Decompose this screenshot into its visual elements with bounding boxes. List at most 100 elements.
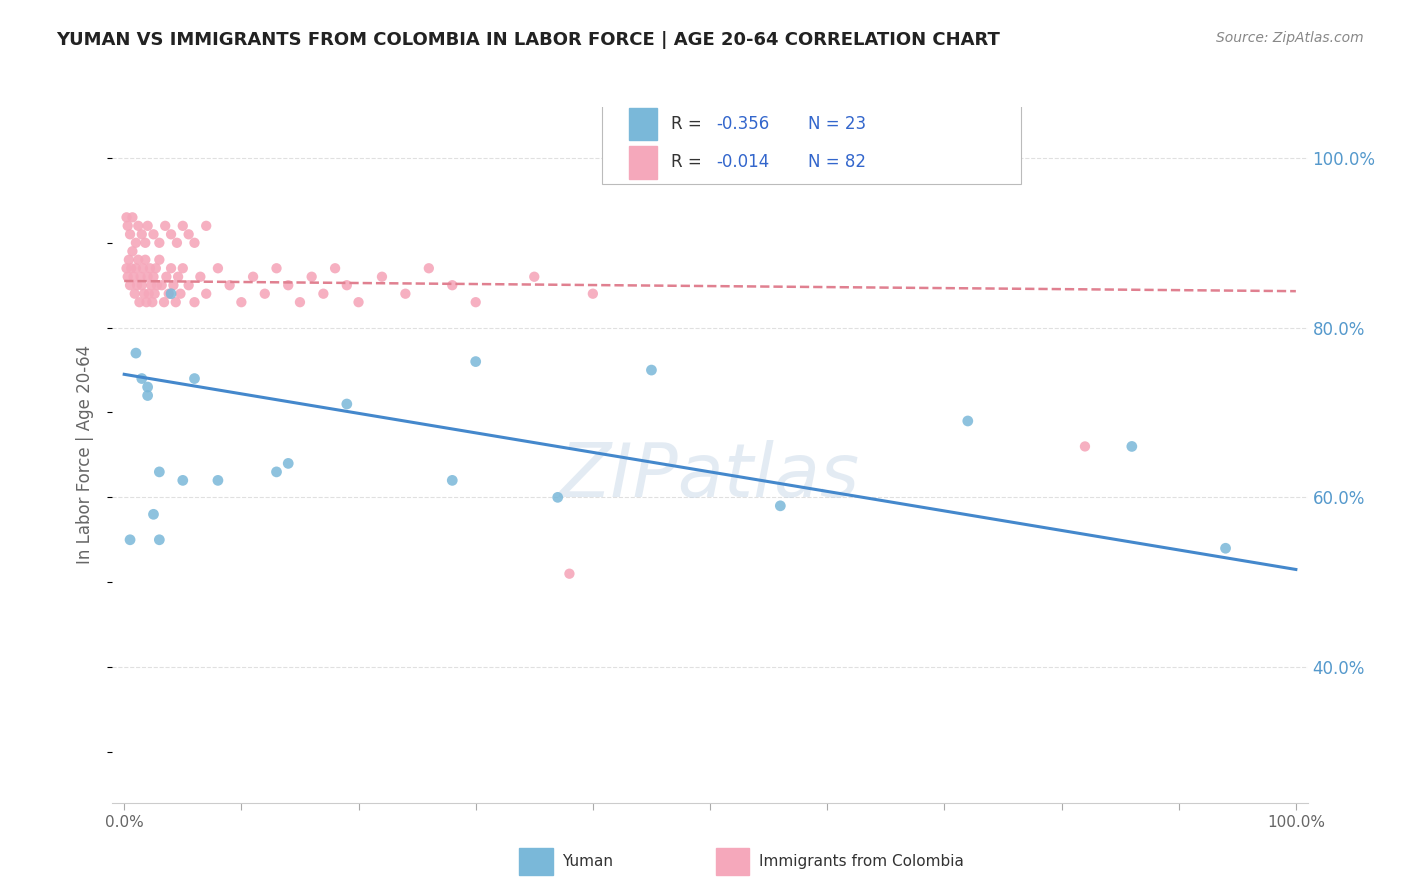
Point — [177, 278, 200, 293]
Point — [253, 286, 276, 301]
Text: R =: R = — [671, 115, 707, 133]
Point — [1074, 439, 1097, 453]
Point — [134, 235, 156, 250]
Point — [177, 227, 200, 242]
Point — [188, 269, 212, 284]
Point — [167, 269, 190, 284]
Point — [145, 261, 167, 276]
Point — [336, 397, 359, 411]
Point — [122, 269, 145, 284]
Point — [121, 211, 143, 225]
Text: -0.014: -0.014 — [716, 153, 769, 171]
Point — [277, 278, 299, 293]
Point — [183, 371, 205, 385]
Point — [195, 286, 218, 301]
Point — [266, 261, 288, 276]
Point — [120, 278, 141, 293]
Point — [336, 278, 359, 293]
Point — [464, 295, 486, 310]
Text: Immigrants from Colombia: Immigrants from Colombia — [759, 855, 965, 869]
Point — [146, 278, 169, 293]
Point — [118, 252, 141, 267]
Point — [183, 235, 205, 250]
Point — [127, 278, 149, 293]
Text: ZIPatlas: ZIPatlas — [560, 440, 860, 512]
Point — [143, 286, 166, 301]
Point — [1215, 541, 1237, 556]
Point — [120, 533, 141, 547]
Point — [131, 371, 153, 385]
Point — [157, 286, 180, 301]
Point — [162, 278, 184, 293]
Point — [231, 295, 253, 310]
Point — [172, 219, 194, 233]
Point — [125, 346, 148, 360]
Point — [195, 219, 218, 233]
Point — [371, 269, 394, 284]
Point — [464, 354, 486, 368]
Point — [394, 286, 416, 301]
Text: N = 23: N = 23 — [808, 115, 866, 133]
Point — [115, 211, 138, 225]
Point — [138, 286, 160, 301]
Point — [131, 227, 153, 242]
Point — [172, 261, 194, 276]
Text: Source: ZipAtlas.com: Source: ZipAtlas.com — [1216, 31, 1364, 45]
Point — [165, 295, 187, 310]
Point — [117, 269, 139, 284]
Point — [301, 269, 323, 284]
Point — [142, 269, 165, 284]
Point — [242, 269, 264, 284]
Point — [155, 269, 177, 284]
FancyBboxPatch shape — [602, 96, 1021, 184]
Point — [148, 533, 170, 547]
Point — [523, 269, 546, 284]
Point — [150, 278, 173, 293]
Point — [120, 261, 142, 276]
Point — [127, 219, 149, 233]
Point — [956, 414, 979, 428]
Point — [323, 261, 346, 276]
Point — [288, 295, 311, 310]
Point — [160, 286, 183, 301]
Text: Yuman: Yuman — [562, 855, 613, 869]
Point — [125, 235, 148, 250]
Point — [136, 269, 159, 284]
Point — [148, 252, 170, 267]
Point — [136, 219, 159, 233]
Point — [640, 363, 662, 377]
Point — [135, 295, 157, 310]
Point — [218, 278, 240, 293]
Point — [155, 219, 177, 233]
Point — [124, 286, 146, 301]
Point — [142, 227, 165, 242]
Point — [153, 295, 176, 310]
Point — [160, 261, 183, 276]
Point — [134, 252, 156, 267]
FancyBboxPatch shape — [628, 146, 658, 178]
Point — [121, 244, 143, 259]
Text: -0.356: -0.356 — [716, 115, 769, 133]
Point — [1121, 439, 1143, 453]
Point — [136, 380, 159, 394]
Point — [141, 295, 163, 310]
Point — [129, 269, 152, 284]
Point — [441, 474, 464, 488]
Point — [277, 457, 299, 471]
Point — [172, 474, 194, 488]
Y-axis label: In Labor Force | Age 20-64: In Labor Force | Age 20-64 — [76, 345, 94, 565]
Point — [127, 252, 149, 267]
Point — [148, 465, 170, 479]
Point — [120, 227, 141, 242]
Point — [418, 261, 440, 276]
Point — [117, 219, 139, 233]
FancyBboxPatch shape — [628, 108, 658, 140]
Point — [169, 286, 191, 301]
Point — [142, 508, 165, 522]
Point — [207, 474, 229, 488]
Point — [166, 235, 188, 250]
Point — [115, 261, 138, 276]
Text: YUMAN VS IMMIGRANTS FROM COLOMBIA IN LABOR FORCE | AGE 20-64 CORRELATION CHART: YUMAN VS IMMIGRANTS FROM COLOMBIA IN LAB… — [56, 31, 1000, 49]
Point — [207, 261, 229, 276]
Point — [132, 261, 155, 276]
